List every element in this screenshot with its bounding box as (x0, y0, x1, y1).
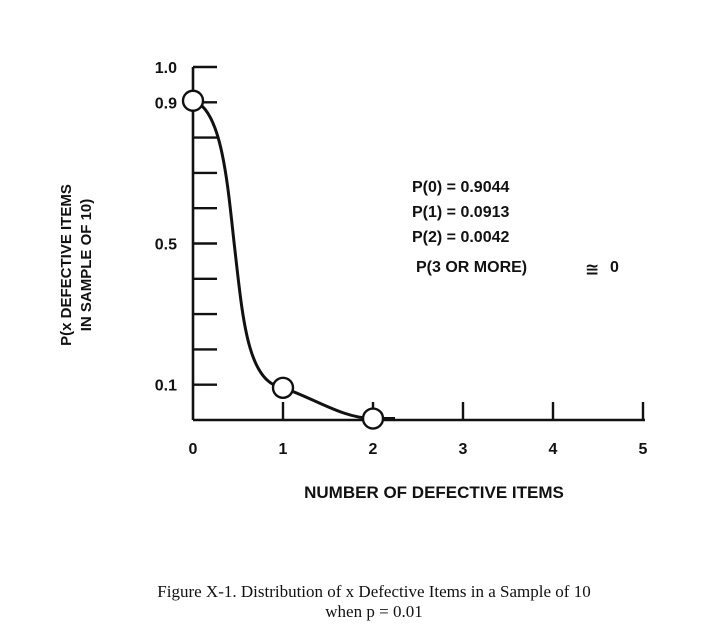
data-points (181, 89, 385, 430)
x-tick-label: 3 (459, 441, 468, 458)
data-point-1 (271, 376, 295, 399)
x-axis-label: NUMBER OF DEFECTIVE ITEMS (304, 483, 564, 502)
x-tick-label: 5 (639, 441, 648, 458)
annotation-p2: P(2) = 0.0042 (412, 229, 510, 246)
y-axis-label-line1: P(x DEFECTIVE ITEMS (58, 184, 75, 346)
caption-line1: Figure X-1. Distribution of x Defective … (157, 582, 591, 601)
y-axis-label-line2: IN SAMPLE OF 10) (78, 199, 95, 332)
y-tick-labels: 1.0 0.9 0.5 0.1 (155, 60, 177, 395)
x-tick-label: 2 (369, 441, 378, 458)
curve-layer (192, 99, 395, 421)
y-tick-label: 1.0 (155, 60, 177, 77)
data-point-2 (361, 407, 385, 430)
y-tick-label: 0.9 (155, 95, 177, 112)
data-point-0 (181, 89, 205, 112)
annotation-p1: P(1) = 0.0913 (412, 204, 510, 221)
approx-symbol: ≅ (585, 260, 599, 279)
annotation-p0: P(0) = 0.9044 (412, 179, 510, 196)
annotation-p3: P(3 OR MORE) (416, 259, 527, 276)
x-tick-labels: 0 1 2 3 4 5 (189, 441, 648, 458)
chart-figure: 1.0 0.9 0.5 0.1 0 1 2 3 4 5 NUMBER OF DEFECTIVE … (58, 60, 648, 502)
x-tick-label: 4 (549, 441, 558, 458)
x-tick-label: 1 (279, 441, 288, 458)
y-tick-label: 0.5 (155, 237, 177, 254)
y-axis-label: P(x DEFECTIVE ITEMS IN SAMPLE OF 10) (58, 184, 95, 346)
caption-line2: when p = 0.01 (325, 602, 423, 621)
probability-annotations: P(0) = 0.9044 P(1) = 0.0913 P(2) = 0.004… (412, 179, 619, 279)
y-tick-label: 0.1 (155, 378, 177, 395)
figure-caption: Figure X-1. Distribution of x Defective … (40, 582, 708, 622)
approx-value: 0 (610, 259, 619, 276)
distribution-curve (192, 99, 395, 421)
x-tick-label: 0 (189, 441, 198, 458)
